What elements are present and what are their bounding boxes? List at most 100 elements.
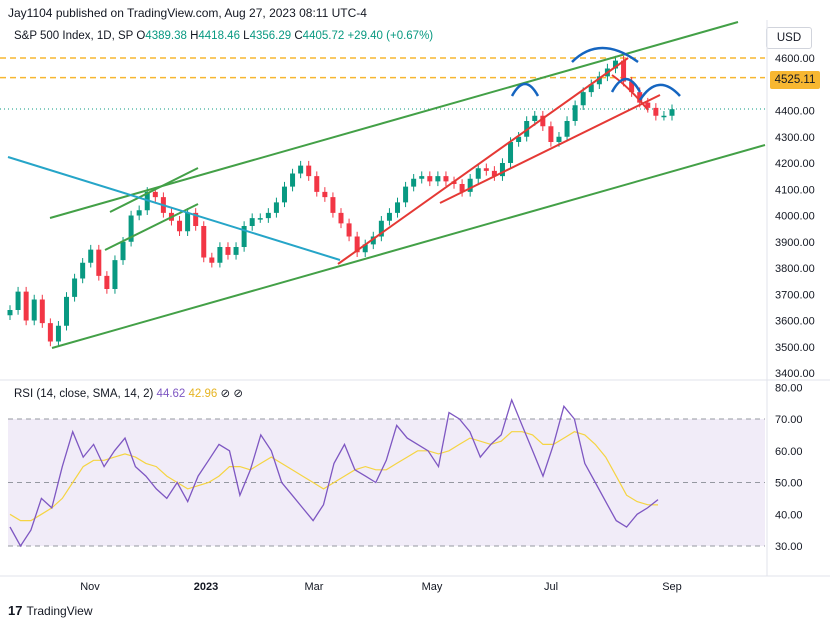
candle-body (120, 241, 126, 261)
price-tick-label: 4000.00 (775, 211, 815, 223)
candle-body (556, 136, 562, 142)
downtrend-line (7, 156, 341, 261)
head-arc (571, 46, 639, 64)
candle-body (306, 165, 312, 177)
candle-body (467, 178, 473, 192)
candle-body (80, 262, 86, 279)
candle-body (346, 223, 352, 237)
candle-body (516, 136, 522, 142)
price-tick-label: 3600.00 (775, 316, 815, 328)
candle-body (265, 212, 271, 219)
candle-body (411, 178, 417, 187)
candle-body (395, 202, 401, 213)
rsi-legend: RSI (14, close, SMA, 14, 2) 44.62 42.96 … (14, 386, 243, 400)
open-value: 4389.38 (145, 30, 187, 42)
left-shoulder-arc (510, 82, 540, 97)
time-tick-label: Sep (662, 581, 682, 593)
candle-body (104, 275, 110, 289)
candle-body (233, 247, 239, 255)
candle-body (64, 296, 70, 326)
price-tick-label: 3700.00 (775, 289, 815, 301)
drawings (7, 21, 766, 349)
support-line-2 (439, 94, 661, 204)
candle-body (330, 197, 336, 213)
candle-body (290, 173, 296, 187)
channel-lower-line (51, 144, 766, 349)
price-tick-label: 4100.00 (775, 184, 815, 196)
price-tick-label: 3900.00 (775, 237, 815, 249)
price-tick-label: 3800.00 (775, 263, 815, 275)
candle-body (31, 299, 37, 321)
candle-body (322, 191, 328, 198)
support-curve (611, 74, 649, 111)
price-tick-label: 4400.00 (775, 106, 815, 118)
price-tick-label: 4600.00 (775, 53, 815, 65)
candle-body (15, 291, 21, 310)
candle-body (596, 76, 602, 85)
candle-body (508, 142, 514, 163)
candle-body (281, 186, 287, 203)
tradingview-logo-text: TradingView (26, 603, 93, 618)
candle-body (39, 299, 45, 324)
candle-body (354, 236, 360, 253)
close-value: 4405.72 (302, 30, 345, 42)
candle-body (540, 115, 546, 127)
candle-body (273, 202, 279, 213)
rsi-tick-label: 80.00 (775, 382, 803, 394)
candle-body (177, 220, 183, 232)
candle-body (483, 168, 489, 171)
candle-body (669, 109, 675, 116)
candle-body (201, 226, 207, 258)
change-value: +29.40 (+0.67%) (347, 30, 434, 42)
candle-body (112, 260, 118, 289)
candle-body (23, 291, 29, 321)
rsi-icons: ⊘ ⊘ (220, 388, 243, 400)
time-tick-label: Mar (305, 581, 324, 593)
price-tick-label: 4200.00 (775, 158, 815, 170)
candle-body (362, 244, 368, 253)
publisher-line: Jay1104 published on TradingView.com, Au… (8, 6, 367, 20)
open-label: O (136, 30, 146, 42)
candle-body (55, 325, 61, 342)
candle-body (152, 191, 158, 198)
candle-body (435, 176, 441, 182)
candle-body (427, 176, 433, 182)
price-tick-label: 4300.00 (775, 132, 815, 144)
rsi-pane (8, 397, 765, 548)
candle-body (257, 218, 263, 220)
last-price-badge: 4525.11 (770, 71, 820, 89)
candle-body (443, 176, 449, 182)
candle-body (621, 60, 627, 82)
rsi-tick-label: 40.00 (775, 509, 803, 521)
candle-body (459, 184, 465, 192)
tradingview-footer[interactable]: 17 TradingView (8, 603, 93, 618)
currency-button[interactable]: USD (766, 27, 812, 49)
candle-body (653, 107, 659, 116)
candle-body (249, 218, 255, 226)
price-tick-label: 3500.00 (775, 342, 815, 354)
symbol-label: S&P 500 Index, 1D, SP (14, 30, 134, 42)
candle-body (475, 168, 481, 179)
candle-body (645, 102, 651, 108)
candle-body (499, 163, 505, 177)
time-tick-label: 2023 (194, 581, 218, 593)
candle-body (580, 92, 586, 106)
candle-body (338, 212, 344, 224)
candle-body (588, 84, 594, 93)
high-label: H (190, 30, 199, 42)
right-shoulder-arc-2 (638, 83, 681, 101)
candle-body (88, 249, 94, 263)
candle-body (419, 176, 425, 179)
candle-body (225, 247, 231, 255)
rsi-tick-label: 70.00 (775, 414, 803, 426)
candle-body (185, 212, 191, 232)
candle-body (47, 323, 53, 342)
candle-body (298, 165, 304, 174)
candle-body (128, 215, 134, 242)
rsi-tick-label: 50.00 (775, 478, 803, 490)
candle-body (612, 60, 618, 69)
channel-upper-line (49, 21, 739, 219)
candle-body (548, 126, 554, 142)
candle-body (661, 115, 667, 118)
